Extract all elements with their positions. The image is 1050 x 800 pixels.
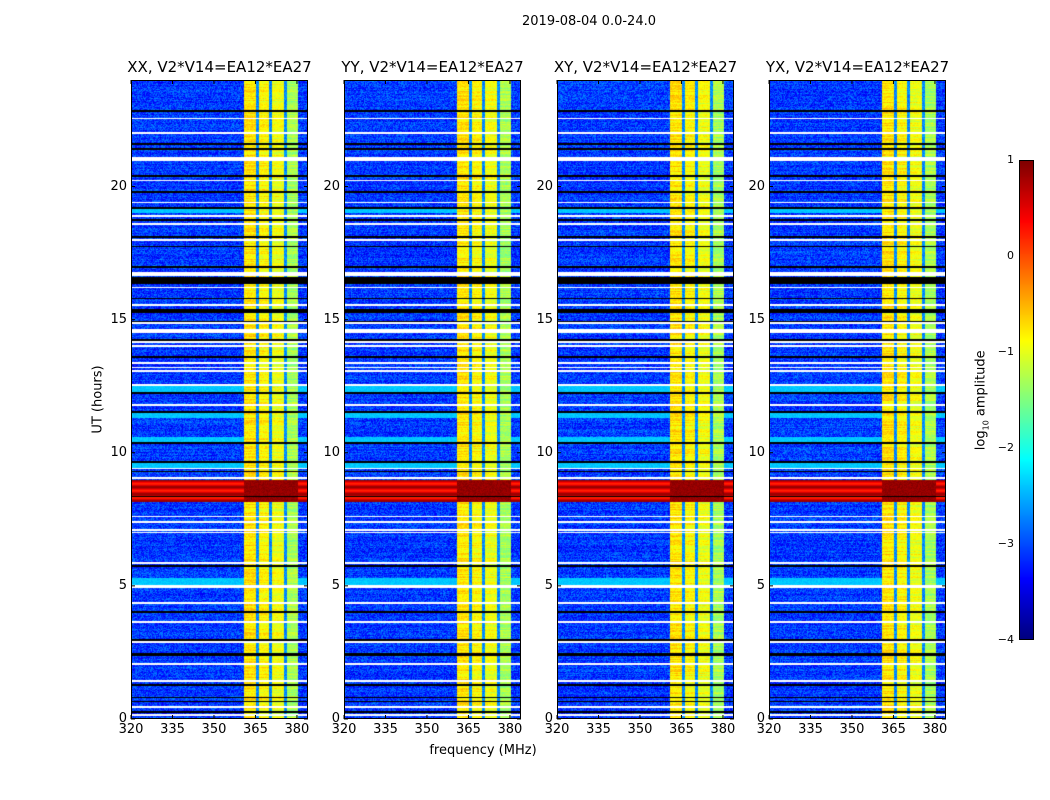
y-tick-label: 5 <box>118 577 127 593</box>
x-tick-label: 335 <box>373 722 398 737</box>
axes-frame <box>130 80 308 720</box>
x-axis-label: frequency (MHz) <box>429 743 537 758</box>
colorbar-tick-label: 0 <box>1007 249 1014 262</box>
y-tick-label: 20 <box>323 178 340 194</box>
panel-title: YY, V2*V14=EA12*EA27 <box>341 58 524 76</box>
colorbar-tick-label: −1 <box>997 345 1014 358</box>
y-tick-label: 5 <box>544 577 553 593</box>
x-tick-label: 320 <box>544 722 570 737</box>
y-tick-label: 0 <box>331 711 340 726</box>
x-tick-label: 320 <box>756 722 782 737</box>
x-tick-label: 335 <box>798 722 823 737</box>
y-tick-label: 5 <box>756 577 765 593</box>
x-tick-label: 365 <box>456 722 481 737</box>
spectrogram-heatmap <box>131 80 308 719</box>
y-tick-label: 10 <box>748 444 765 460</box>
colorbar-tick-label: −4 <box>997 633 1014 646</box>
x-tick-label: 350 <box>627 722 653 737</box>
y-tick-label: 5 <box>331 577 340 593</box>
axes-border <box>344 80 521 719</box>
axes-border <box>769 80 946 719</box>
y-tick-label: 0 <box>544 711 553 726</box>
y-tick-label: 10 <box>536 444 553 460</box>
x-tick-label: 350 <box>414 722 440 737</box>
axes-border <box>557 80 734 719</box>
colorbar-tick-label: −2 <box>997 441 1014 454</box>
axes-frame <box>343 80 521 720</box>
x-tick-label: 350 <box>839 722 865 737</box>
x-tick-label: 365 <box>881 722 906 737</box>
panel-title: XY, V2*V14=EA12*EA27 <box>553 58 738 76</box>
colorbar-tick-label: −3 <box>997 537 1014 550</box>
colorbar-tick-label: 1 <box>1007 153 1014 166</box>
spectrogram-heatmap <box>769 80 946 719</box>
x-tick-label: 380 <box>497 722 523 737</box>
y-tick-label: 20 <box>110 178 127 194</box>
colorbar-label-sub: 10 <box>981 420 991 431</box>
y-tick-label: 15 <box>110 311 127 327</box>
y-tick-label: 20 <box>536 178 553 194</box>
spectrogram-panel <box>130 80 308 720</box>
axes-frame <box>768 80 946 720</box>
axes-border <box>131 80 308 719</box>
spectrogram-panel <box>556 80 734 720</box>
x-tick-label: 380 <box>922 722 948 737</box>
y-tick-label: 10 <box>110 444 127 460</box>
x-tick-label: 350 <box>201 722 227 737</box>
y-tick-label: 20 <box>748 178 765 194</box>
y-tick-label: 15 <box>323 311 340 327</box>
x-tick-label: 335 <box>586 722 611 737</box>
spectrogram-panel <box>343 80 521 720</box>
panel-title: YX, V2*V14=EA12*EA27 <box>765 58 950 76</box>
x-tick-label: 380 <box>284 722 310 737</box>
spectrogram-heatmap <box>344 80 521 719</box>
colorbar <box>1019 160 1034 640</box>
axes-frame <box>556 80 734 720</box>
colorbar-label-suffix: amplitude <box>973 350 989 421</box>
x-tick-label: 335 <box>160 722 185 737</box>
x-tick-label: 380 <box>710 722 736 737</box>
y-tick-label: 15 <box>748 311 765 327</box>
y-tick-label: 0 <box>118 711 127 726</box>
y-axis-label: UT (hours) <box>90 365 106 434</box>
panel-title: XX, V2*V14=EA12*EA27 <box>127 58 312 76</box>
x-tick-label: 365 <box>669 722 694 737</box>
y-tick-label: 10 <box>323 444 340 460</box>
y-tick-label: 15 <box>536 311 553 327</box>
figure-title: 2019-08-04 0.0-24.0 <box>522 14 656 29</box>
y-tick-label: 0 <box>756 711 765 726</box>
x-tick-label: 320 <box>118 722 144 737</box>
spectrogram-panel <box>768 80 946 720</box>
x-tick-label: 320 <box>331 722 357 737</box>
spectrogram-heatmap <box>557 80 734 719</box>
x-tick-label: 365 <box>243 722 268 737</box>
